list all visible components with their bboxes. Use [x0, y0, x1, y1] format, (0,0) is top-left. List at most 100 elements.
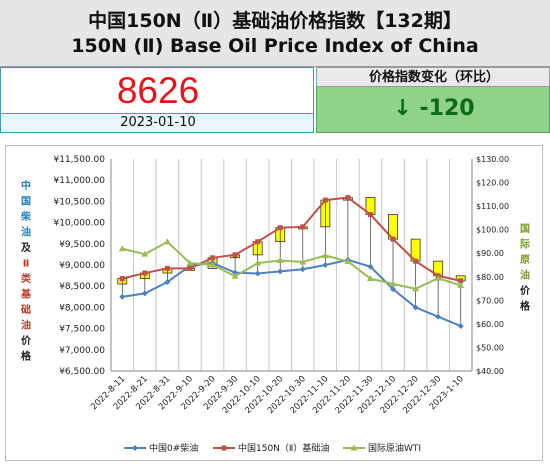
summary-row: 8626 2023-01-10 价格指数变化（环比） ↓ -120	[0, 67, 550, 133]
point-wti	[118, 245, 126, 252]
index-value-box: 8626	[0, 67, 314, 114]
point-wti	[231, 272, 239, 279]
point-wti	[389, 280, 397, 287]
right-axis-label-char: 国	[520, 223, 530, 235]
date-box: 2023-01-10	[0, 114, 314, 133]
left-axis-label-char: 础	[21, 303, 31, 316]
change-panel: 价格指数变化（环比） ↓ -120	[316, 67, 550, 133]
left-tick-label: ¥9,000.00	[59, 261, 105, 271]
point-wti	[412, 285, 420, 292]
left-axis-label-char: 格	[21, 350, 32, 363]
right-axis-label-char: 价	[520, 285, 531, 297]
point-diesel	[322, 262, 329, 268]
right-tick-label: $90.00	[476, 249, 504, 258]
point-base-oil	[277, 225, 283, 231]
point-base-oil	[458, 278, 464, 284]
price-chart: ¥11,500.00 ¥11,000.00 ¥10,500.00 ¥10,000.00…	[20, 155, 531, 454]
point-base-oil	[390, 236, 396, 242]
chart-frame: ¥11,500.00 ¥11,000.00 ¥10,500.00 ¥10,000.00…	[5, 145, 543, 461]
point-base-oil	[367, 212, 373, 218]
point-base-oil	[255, 239, 261, 245]
point-base-oil	[164, 265, 170, 271]
left-tick-label: ¥8,500.00	[59, 282, 105, 292]
legend-label: 国际原油WTI	[368, 442, 421, 454]
point-base-oil	[413, 258, 419, 264]
point-wti	[366, 275, 374, 282]
right-tick-label: $40.00	[476, 367, 504, 376]
right-tick-label: $130.00	[476, 155, 509, 164]
point-base-oil	[345, 195, 351, 201]
point-diesel	[299, 266, 306, 273]
point-wti	[457, 281, 465, 288]
series-line-wti	[122, 240, 462, 290]
point-diesel	[277, 268, 284, 275]
series-line-base-oil	[122, 196, 461, 282]
right-tick-label: $60.00	[476, 320, 504, 329]
change-label: 价格指数变化（环比）	[368, 70, 499, 85]
point-base-oil	[187, 265, 193, 271]
legend-marker	[350, 444, 358, 451]
left-axis-label-char: 国	[21, 196, 31, 208]
left-axis-label-char: 基	[20, 288, 32, 301]
index-panel: 8626 2023-01-10	[0, 67, 314, 133]
point-diesel	[141, 290, 148, 297]
point-base-oil	[232, 252, 238, 258]
right-tick-label: $120.00	[476, 179, 509, 188]
point-diesel	[254, 270, 261, 277]
legend-marker	[221, 445, 227, 451]
left-axis-label-char: 类	[21, 272, 31, 285]
left-tick-label: ¥10,500.00	[53, 197, 105, 207]
point-wti	[344, 257, 352, 264]
title-chinese: 中国150N（Ⅱ）基础油价格指数【132期】	[88, 10, 462, 32]
left-axis-label-char: 油	[21, 319, 31, 332]
series-line-diesel	[122, 258, 462, 327]
left-axis-label-char: 价	[21, 335, 32, 347]
change-value: ↓ -120	[393, 96, 475, 121]
point-diesel	[412, 304, 419, 311]
point-diesel	[164, 278, 171, 285]
point-wti	[209, 261, 217, 268]
left-tick-label: ¥11,500.00	[53, 155, 105, 165]
index-date: 2023-01-10	[120, 115, 196, 130]
point-diesel	[457, 323, 464, 330]
right-tick-label: $110.00	[476, 202, 509, 211]
right-axis-label-char: 际	[520, 239, 530, 251]
point-diesel	[119, 293, 126, 300]
point-base-oil	[210, 255, 216, 261]
left-axis-label-char: 柴	[20, 210, 32, 223]
point-wti	[321, 252, 329, 259]
left-tick-label: ¥7,000.00	[59, 346, 105, 356]
left-tick-label: ¥8,000.00	[59, 303, 105, 313]
right-axis-label-char: 原	[520, 254, 530, 266]
point-diesel	[367, 263, 374, 270]
point-wti	[141, 250, 149, 257]
point-wti	[299, 258, 307, 265]
point-diesel	[390, 286, 397, 293]
legend-label: 中国150N（Ⅱ）基础油	[238, 442, 329, 454]
right-axis-label-char: 格	[520, 300, 531, 313]
left-tick-label: ¥6,500.00	[59, 367, 105, 377]
change-value-box: ↓ -120	[316, 87, 550, 133]
point-wti	[254, 259, 262, 266]
right-tick-label: $50.00	[476, 343, 504, 352]
point-wti	[276, 257, 284, 264]
right-tick-label: $70.00	[476, 296, 504, 305]
left-tick-label: ¥11,000.00	[53, 176, 105, 186]
point-base-oil	[322, 197, 328, 203]
point-diesel	[435, 313, 442, 320]
right-axis-label-char: 油	[520, 269, 530, 282]
point-wti	[434, 274, 442, 281]
change-label-box: 价格指数变化（环比）	[316, 67, 550, 87]
title-english: 150N (Ⅱ) Base Oil Price Index of China	[71, 35, 479, 57]
left-tick-label: ¥9,500.00	[59, 240, 105, 250]
legend-marker	[132, 445, 138, 451]
left-axis-label-char: Ⅱ	[23, 259, 30, 270]
header-bar: 中国150N（Ⅱ）基础油价格指数【132期】 150N (Ⅱ) Base Oil…	[0, 0, 550, 67]
point-diesel	[232, 269, 239, 276]
left-axis-label-char: 及	[21, 242, 32, 254]
right-tick-label: $100.00	[476, 226, 509, 235]
left-axis-label-char: 油	[21, 226, 31, 239]
point-base-oil	[142, 270, 148, 276]
legend-label: 中国0#柴油	[149, 442, 198, 454]
point-base-oil	[300, 224, 306, 230]
